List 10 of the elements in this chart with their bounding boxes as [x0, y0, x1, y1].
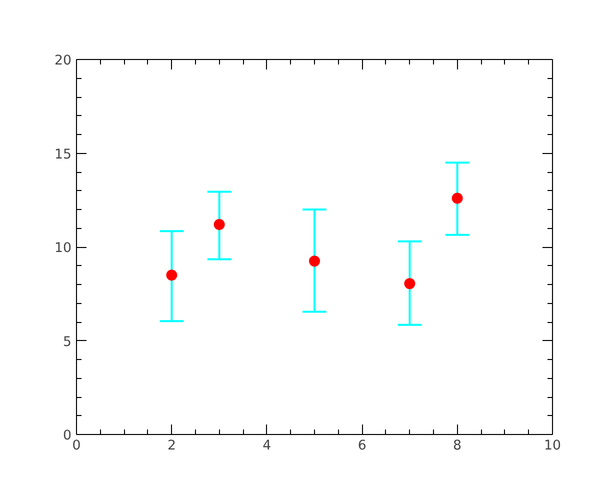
- y-tick-label: 10: [54, 241, 72, 256]
- x-tick-label: 6: [358, 438, 366, 454]
- x-tick-label: 10: [544, 438, 561, 454]
- y-tick-label: 0: [63, 428, 72, 444]
- x-tick-label: 2: [167, 438, 176, 454]
- y-tick-label: 15: [54, 147, 72, 162]
- y-tick-label: 5: [63, 334, 72, 350]
- x-tick-label: 4: [262, 438, 272, 454]
- y-tick-label: 20: [54, 54, 72, 68]
- x-tick-label: 8: [453, 438, 462, 454]
